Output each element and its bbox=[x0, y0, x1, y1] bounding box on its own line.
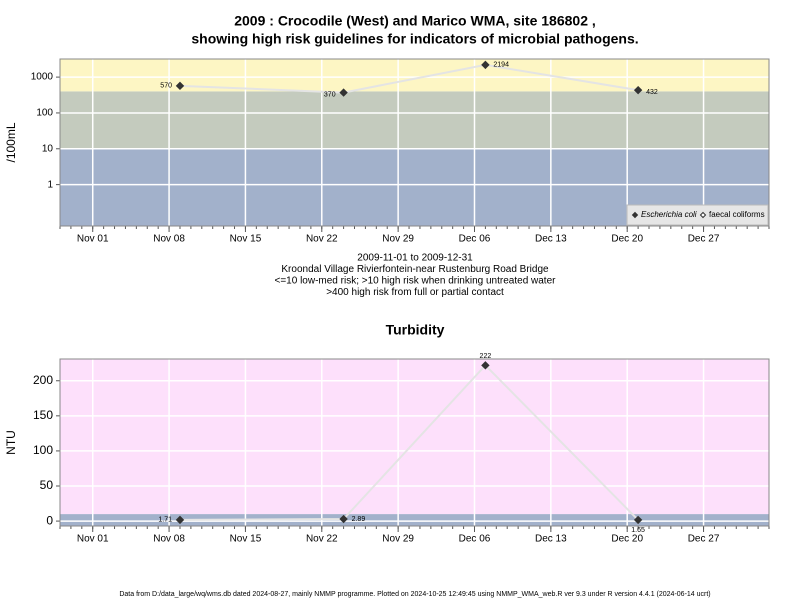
chart-title: showing high risk guidelines for indicat… bbox=[191, 31, 638, 47]
y-tick-label: 100 bbox=[36, 108, 53, 119]
y-tick-label: 150 bbox=[33, 408, 53, 422]
y-tick-label: 0 bbox=[46, 513, 53, 527]
y-tick-label: 1 bbox=[47, 179, 53, 190]
x-tick-label: Nov 29 bbox=[382, 234, 414, 245]
value-label: 1.65 bbox=[631, 527, 645, 534]
risk-band bbox=[60, 359, 769, 515]
x-tick-label: Nov 08 bbox=[153, 234, 185, 245]
chart-note: Kroondal Village Rivierfontein-near Rust… bbox=[281, 264, 549, 275]
value-label: 370 bbox=[324, 91, 336, 98]
y-tick-label: 50 bbox=[40, 478, 54, 492]
x-tick-label: Dec 20 bbox=[611, 534, 643, 545]
value-label: 222 bbox=[480, 353, 492, 360]
data-point bbox=[481, 361, 490, 370]
footer: Data from D:/data_large/wq/wms.db dated … bbox=[119, 591, 710, 598]
legend-label: faecal coliforms bbox=[709, 210, 765, 219]
y-axis-label: NTU bbox=[4, 430, 18, 455]
chart-title: 2009 : Crocodile (West) and Marico WMA, … bbox=[234, 13, 596, 29]
x-tick-label: Dec 27 bbox=[688, 234, 720, 245]
plot-frame bbox=[59, 58, 770, 227]
value-label: 2.89 bbox=[352, 516, 366, 523]
x-tick-label: Dec 13 bbox=[535, 234, 567, 245]
x-tick-label: Nov 29 bbox=[382, 534, 414, 545]
risk-band bbox=[60, 514, 769, 526]
data-point bbox=[175, 81, 185, 91]
series-line bbox=[179, 63, 639, 94]
data-point bbox=[175, 515, 185, 525]
x-tick-label: Dec 27 bbox=[688, 534, 720, 545]
x-tick-label: Nov 01 bbox=[77, 534, 109, 545]
risk-band bbox=[60, 91, 769, 149]
y-tick-label: 200 bbox=[33, 373, 53, 387]
x-tick-label: Nov 22 bbox=[306, 234, 338, 245]
value-label: 2194 bbox=[493, 62, 509, 69]
data-point bbox=[633, 515, 643, 525]
y-tick-label: 1000 bbox=[31, 72, 54, 83]
series-line bbox=[179, 363, 639, 521]
data-point bbox=[633, 85, 643, 95]
legend-label: Escherichia coli bbox=[641, 210, 697, 219]
data-point bbox=[339, 514, 348, 524]
x-tick-label: Nov 08 bbox=[153, 534, 185, 545]
y-axis-label: /100mL bbox=[4, 122, 18, 162]
x-tick-label: Dec 13 bbox=[535, 534, 567, 545]
legend-marker bbox=[631, 211, 639, 219]
x-tick-label: Nov 15 bbox=[230, 234, 262, 245]
chart-note: <=10 low-med risk; >10 high risk when dr… bbox=[275, 276, 557, 287]
data-point bbox=[339, 88, 348, 97]
x-tick-label: Nov 15 bbox=[230, 534, 262, 545]
value-label: 432 bbox=[646, 89, 658, 96]
x-tick-label: Nov 01 bbox=[77, 234, 109, 245]
data-point bbox=[481, 60, 490, 70]
x-tick-label: Nov 22 bbox=[306, 534, 338, 545]
chart-title: Turbidity bbox=[386, 322, 445, 338]
value-label: 570 bbox=[160, 83, 172, 90]
x-tick-label: Dec 06 bbox=[459, 534, 491, 545]
value-label: 1.71 bbox=[158, 517, 172, 524]
x-tick-label: Dec 20 bbox=[611, 234, 643, 245]
y-tick-label: 100 bbox=[33, 443, 53, 457]
legend-box bbox=[626, 204, 769, 226]
plot-frame bbox=[59, 358, 770, 527]
y-tick-label: 10 bbox=[42, 143, 54, 154]
chart-note: >400 high risk from full or partial cont… bbox=[326, 287, 504, 298]
x-tick-label: Dec 06 bbox=[459, 234, 491, 245]
chart-note: 2009-11-01 to 2009-12-31 bbox=[357, 253, 473, 264]
legend-marker bbox=[699, 211, 707, 219]
